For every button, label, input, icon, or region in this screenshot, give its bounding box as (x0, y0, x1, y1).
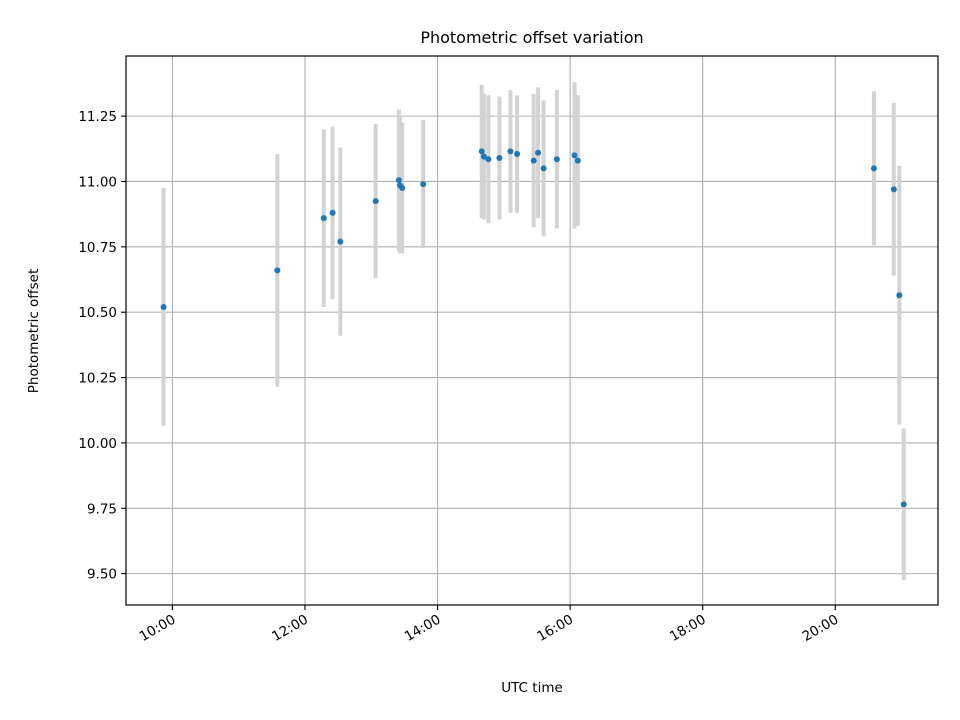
data-point (571, 152, 578, 159)
data-point (399, 185, 406, 192)
x-axis-label: UTC time (501, 680, 563, 696)
data-point (496, 154, 503, 161)
y-tick-label: 11.00 (78, 174, 117, 190)
data-point (870, 165, 877, 172)
data-point (337, 238, 344, 245)
data-point (320, 215, 327, 222)
data-point (900, 501, 907, 508)
plot-frame (125, 55, 939, 606)
data-point (535, 149, 542, 156)
data-point (507, 148, 514, 155)
data-point (395, 177, 402, 184)
data-point (372, 198, 379, 205)
y-tick-label: 9.75 (87, 501, 117, 517)
data-point (553, 156, 560, 163)
data-point (274, 267, 281, 274)
data-point (420, 181, 427, 188)
y-axis-ticks: 9.50 9.75 10.00 10.25 10.50 10.75 11.00 11.25 (78, 109, 126, 583)
data-points (160, 148, 907, 508)
y-tick-label: 11.25 (78, 109, 117, 125)
data-point (478, 148, 485, 155)
data-point (329, 209, 336, 216)
y-tick-label: 10.50 (78, 305, 117, 321)
y-tick-label: 9.50 (87, 567, 117, 583)
data-point (485, 156, 492, 163)
y-tick-label: 10.00 (78, 436, 117, 452)
data-point (896, 292, 903, 299)
data-point (530, 157, 537, 164)
chart-title: Photometric offset variation (420, 28, 643, 47)
data-point (890, 186, 897, 193)
y-tick-label: 10.75 (78, 240, 117, 256)
data-point (540, 165, 547, 172)
y-axis-label: Photometric offset (26, 269, 42, 393)
y-tick-label: 10.25 (78, 371, 117, 387)
data-point (480, 153, 487, 160)
data-point (160, 303, 167, 310)
data-point (514, 151, 521, 158)
data-point (574, 157, 581, 164)
